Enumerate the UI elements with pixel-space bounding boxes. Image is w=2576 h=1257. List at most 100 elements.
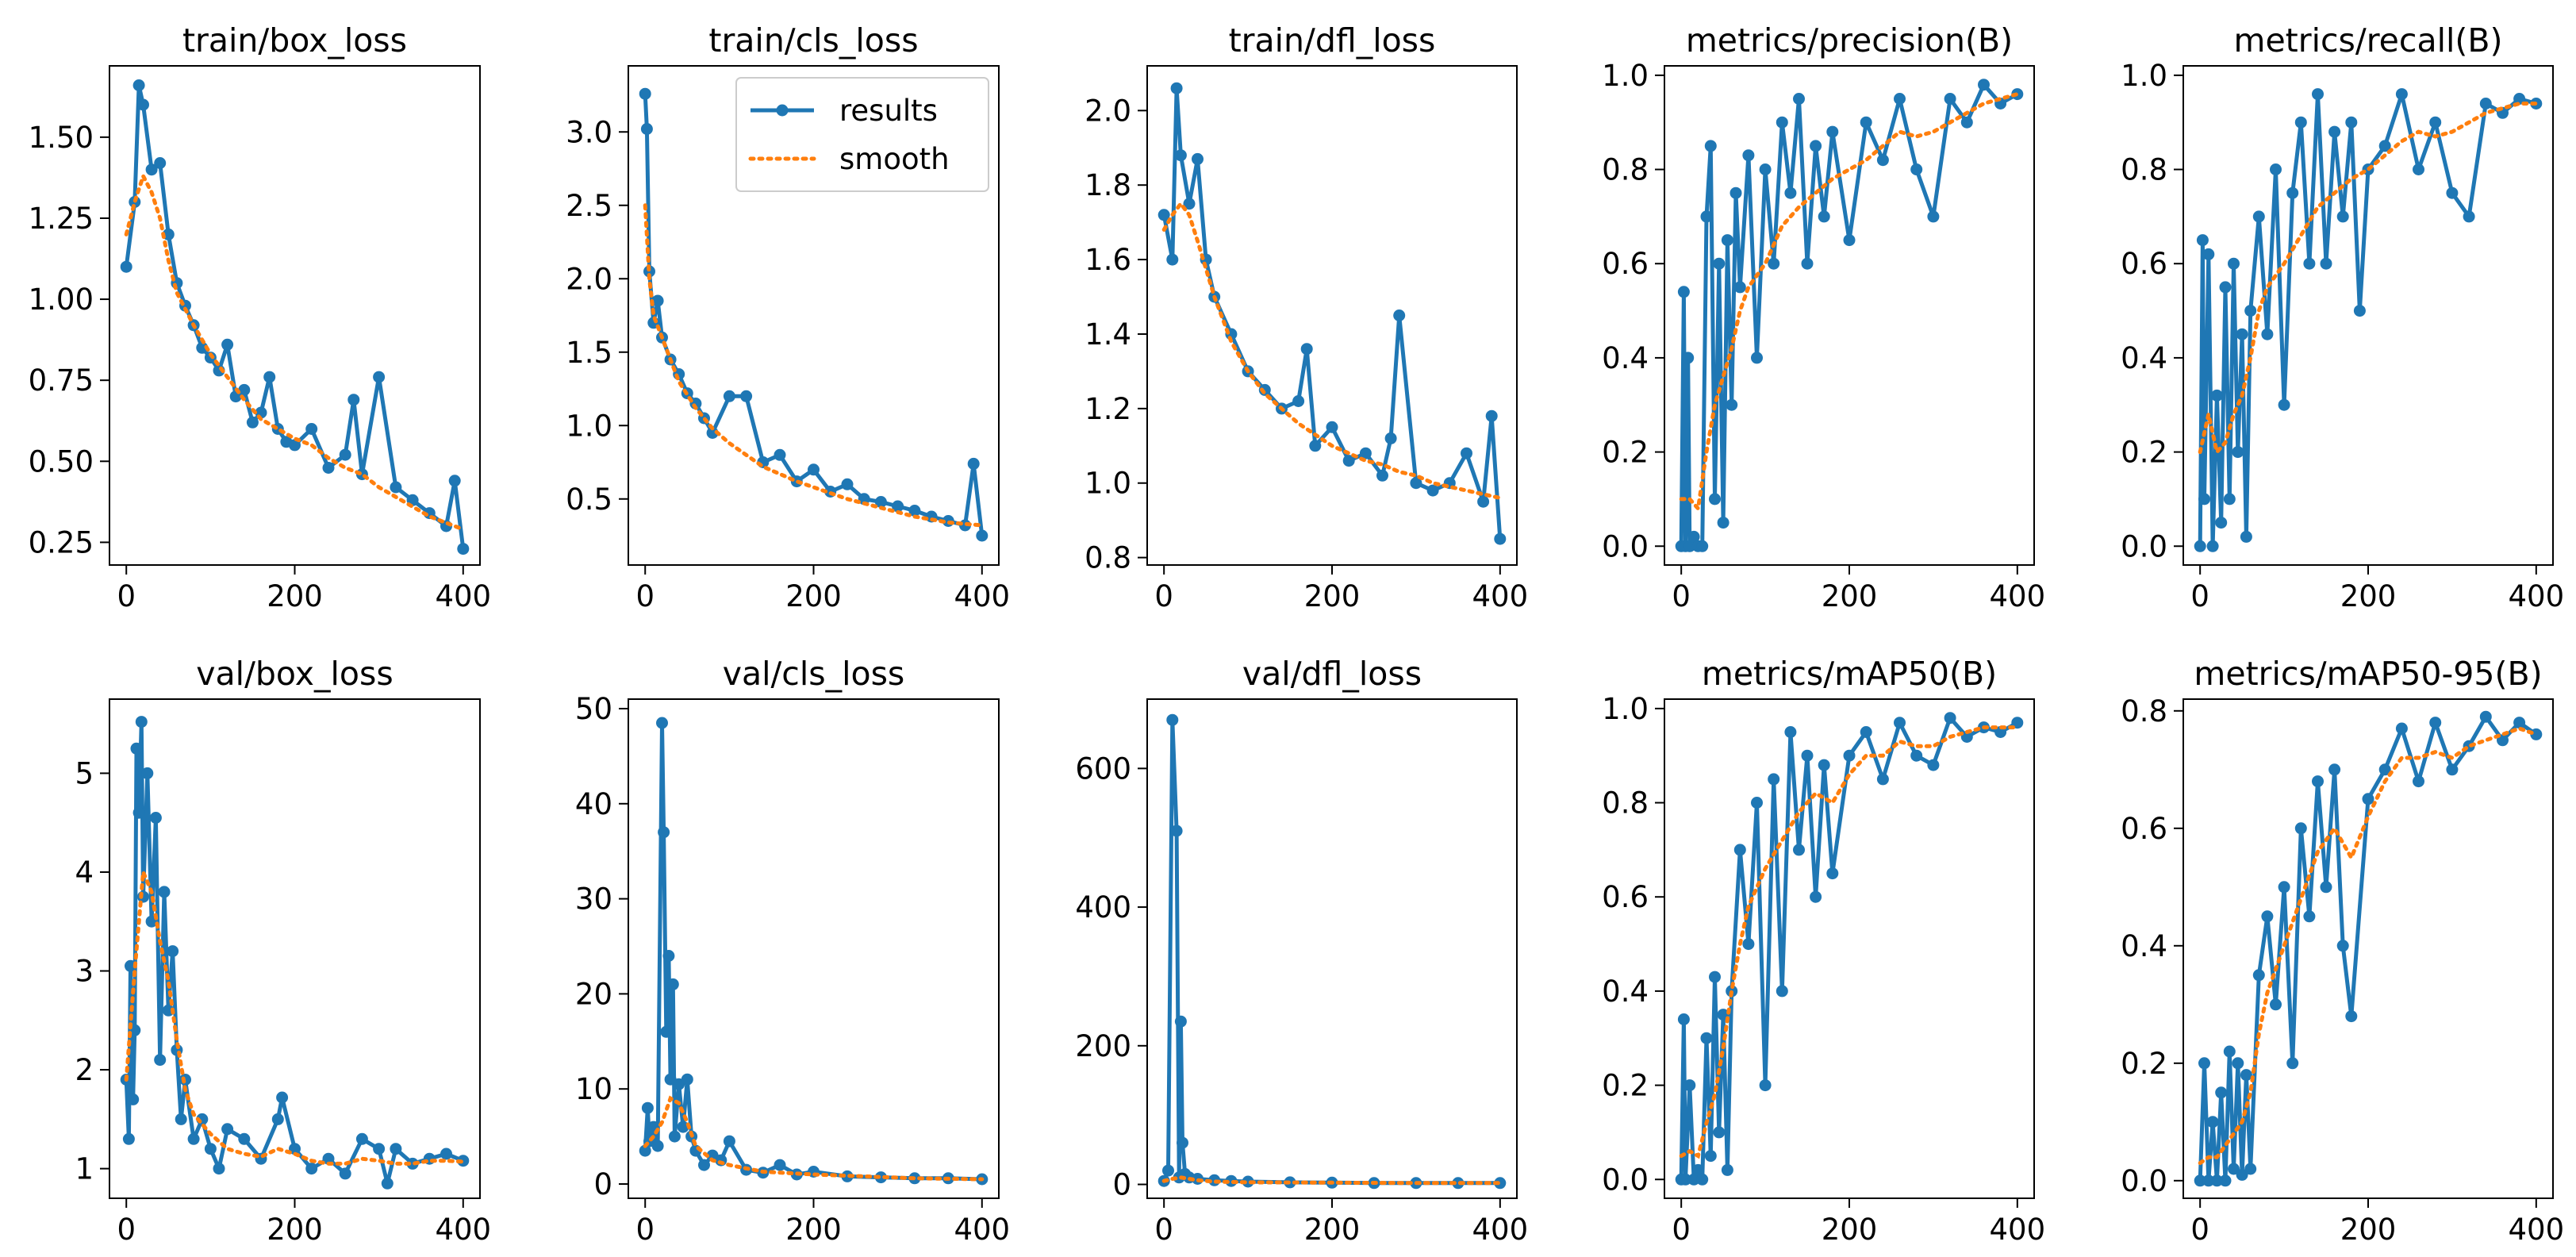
- results-point: [276, 1091, 289, 1104]
- subplot-6: val/cls_loss 0 200 400 0 10 20 30 40 50: [575, 655, 1010, 1247]
- results-point: [1704, 1150, 1717, 1163]
- subplot-title: metrics/mAP50(B): [1702, 655, 1997, 693]
- results-point: [2413, 163, 2424, 175]
- results-point: [1721, 1163, 1733, 1176]
- subplot-title: val/box_loss: [196, 655, 393, 693]
- results-point: [2196, 234, 2209, 247]
- results-point: [135, 716, 148, 728]
- y-tick-label: 1.5: [566, 336, 612, 370]
- y-tick-label: 30: [575, 882, 612, 917]
- results-point: [457, 1155, 470, 1167]
- plot-data: [120, 716, 470, 1190]
- results-point: [2294, 822, 2307, 835]
- smooth-line: [2198, 726, 2539, 1166]
- y-tick-label: 1.0: [2121, 59, 2167, 93]
- y-tick-label: 1.50: [29, 121, 94, 155]
- results-point: [1793, 93, 1805, 105]
- results-point: [656, 717, 668, 729]
- y-tick-label: 50: [575, 692, 612, 726]
- results-point: [1162, 1164, 1174, 1177]
- results-point: [2194, 1174, 2206, 1187]
- y-tick-label: 20: [575, 977, 612, 1011]
- results-point: [1944, 712, 1956, 725]
- subplot-1: train/cls_loss 0 200 400 0.5 1.0 1.5 2.0 2.5 3.0 r…: [566, 21, 1010, 613]
- results-point: [175, 1113, 187, 1125]
- results-point: [706, 427, 719, 439]
- results-point: [238, 1132, 251, 1145]
- results-point: [858, 493, 870, 505]
- results-point: [723, 1135, 735, 1147]
- y-tick-label: 1: [75, 1152, 94, 1186]
- results-point: [1461, 447, 1472, 459]
- x-tick-label: 400: [1472, 1213, 1529, 1247]
- results-point: [1494, 532, 1507, 545]
- x-tick-label: 400: [1990, 579, 2046, 613]
- results-point: [808, 463, 820, 476]
- results-point: [2446, 186, 2459, 199]
- y-tick-label: 1.4: [1085, 317, 1131, 352]
- results-point: [662, 950, 675, 962]
- results-point: [2244, 305, 2257, 317]
- x-tick-label: 200: [2340, 579, 2397, 613]
- results-point: [1704, 140, 1717, 152]
- results-point: [221, 1123, 234, 1136]
- results-point: [2011, 717, 2024, 729]
- subplot-title: metrics/mAP50-95(B): [2194, 655, 2542, 693]
- results-point: [1342, 455, 1355, 467]
- results-point: [120, 260, 132, 273]
- results-point: [204, 1143, 217, 1155]
- y-tick-label: 0.4: [1602, 341, 1649, 375]
- y-tick-label: 3.0: [566, 115, 612, 149]
- results-point: [213, 1163, 225, 1175]
- results-point: [1876, 773, 1889, 786]
- y-tick-label: 0.0: [2121, 529, 2167, 563]
- results-point: [154, 157, 167, 169]
- results-point: [1721, 234, 1733, 247]
- results-point: [2513, 93, 2526, 105]
- results-point: [1733, 281, 1746, 294]
- results-point: [339, 1167, 351, 1180]
- results-point: [2240, 1069, 2252, 1082]
- x-tick-label: 200: [1822, 1213, 1878, 1247]
- results-point: [1717, 517, 1729, 529]
- results-point: [1177, 1136, 1188, 1149]
- results-point: [774, 448, 786, 461]
- results-point: [457, 543, 470, 555]
- x-tick-label: 0: [635, 1213, 655, 1247]
- y-tick-label: 0.4: [2121, 929, 2167, 963]
- y-tick-label: 0.8: [1602, 786, 1649, 821]
- x-tick-label: 0: [2190, 1213, 2209, 1247]
- plot-data: [639, 87, 989, 542]
- results-point: [841, 1170, 854, 1182]
- results-point: [668, 1130, 681, 1143]
- subplot-8: metrics/mAP50(B) 0 200 400 0.0 0.2 0.4 0.6 0.8 1.…: [1602, 655, 2045, 1247]
- results-point: [1170, 825, 1183, 837]
- results-point: [1687, 1173, 1700, 1186]
- subplot-5: val/box_loss 0 200 400 1 2 3 4 5: [75, 655, 491, 1247]
- results-point: [167, 945, 179, 958]
- results-point: [1157, 209, 1170, 221]
- results-point: [2215, 1086, 2228, 1099]
- results-point: [1384, 432, 1397, 444]
- results-point: [723, 390, 735, 402]
- smooth-line: [124, 871, 466, 1166]
- results-point: [2223, 493, 2236, 505]
- results-point: [2320, 257, 2332, 270]
- results-point: [2194, 540, 2206, 552]
- results-point: [1910, 749, 1923, 762]
- y-tick-label: 0.6: [1602, 880, 1649, 914]
- y-tick-label: 4: [75, 855, 94, 890]
- subplot-3: metrics/precision(B) 0 200 400 0.0 0.2 0.4 0.6 0…: [1602, 21, 2045, 613]
- results-point: [1751, 352, 1763, 364]
- y-tick-label: 5: [75, 756, 94, 790]
- axes-frame: [109, 65, 481, 566]
- results-point: [1894, 717, 1906, 729]
- results-point: [1960, 116, 1973, 129]
- y-tick-label: 1.00: [29, 283, 94, 317]
- results-point: [1784, 726, 1797, 738]
- results-point: [2395, 88, 2408, 101]
- results-point: [1801, 257, 1814, 270]
- results-point: [1292, 395, 1305, 407]
- results-point: [1192, 152, 1204, 165]
- y-tick-label: 2.0: [566, 262, 612, 296]
